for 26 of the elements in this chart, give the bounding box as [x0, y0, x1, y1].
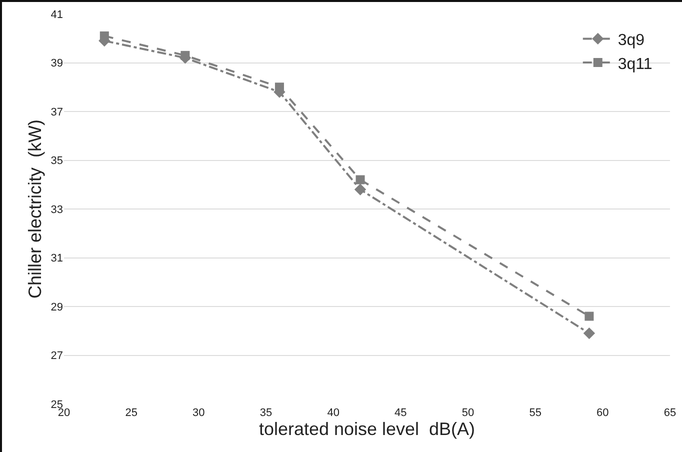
- y-tick-label: 29: [50, 301, 63, 314]
- legend-label: 3q11: [618, 56, 652, 73]
- point: [583, 327, 596, 340]
- point: [354, 184, 366, 196]
- point: [356, 175, 365, 184]
- x-tick-label: 30: [192, 407, 205, 419]
- x-tick-label: 55: [529, 407, 542, 419]
- y-tick-label: 37: [50, 106, 63, 118]
- x-tick-label: 65: [664, 407, 676, 419]
- y-tick-label: 41: [50, 8, 63, 21]
- x-tick-label: 25: [125, 407, 138, 419]
- y-tick-label: 31: [50, 252, 63, 265]
- y-tick-label: 39: [50, 58, 63, 70]
- x-axis-title: tolerated noise level dB(A): [258, 419, 476, 440]
- x-tick-label: 60: [596, 407, 609, 419]
- point: [584, 312, 594, 321]
- x-tick-label: 50: [462, 407, 474, 419]
- x-tick-label: 45: [394, 407, 407, 419]
- legend-label: 3q9: [618, 32, 645, 49]
- y-tick-label: 27: [50, 350, 63, 362]
- x-tick-label: 35: [260, 407, 272, 419]
- x-tick-label: 20: [58, 407, 70, 419]
- y-tick-label: 35: [50, 155, 63, 168]
- y-tick-label: 33: [50, 204, 63, 216]
- x-tick-label: 40: [327, 407, 340, 419]
- y-axis-title: Chiller electricity (kW): [24, 119, 45, 299]
